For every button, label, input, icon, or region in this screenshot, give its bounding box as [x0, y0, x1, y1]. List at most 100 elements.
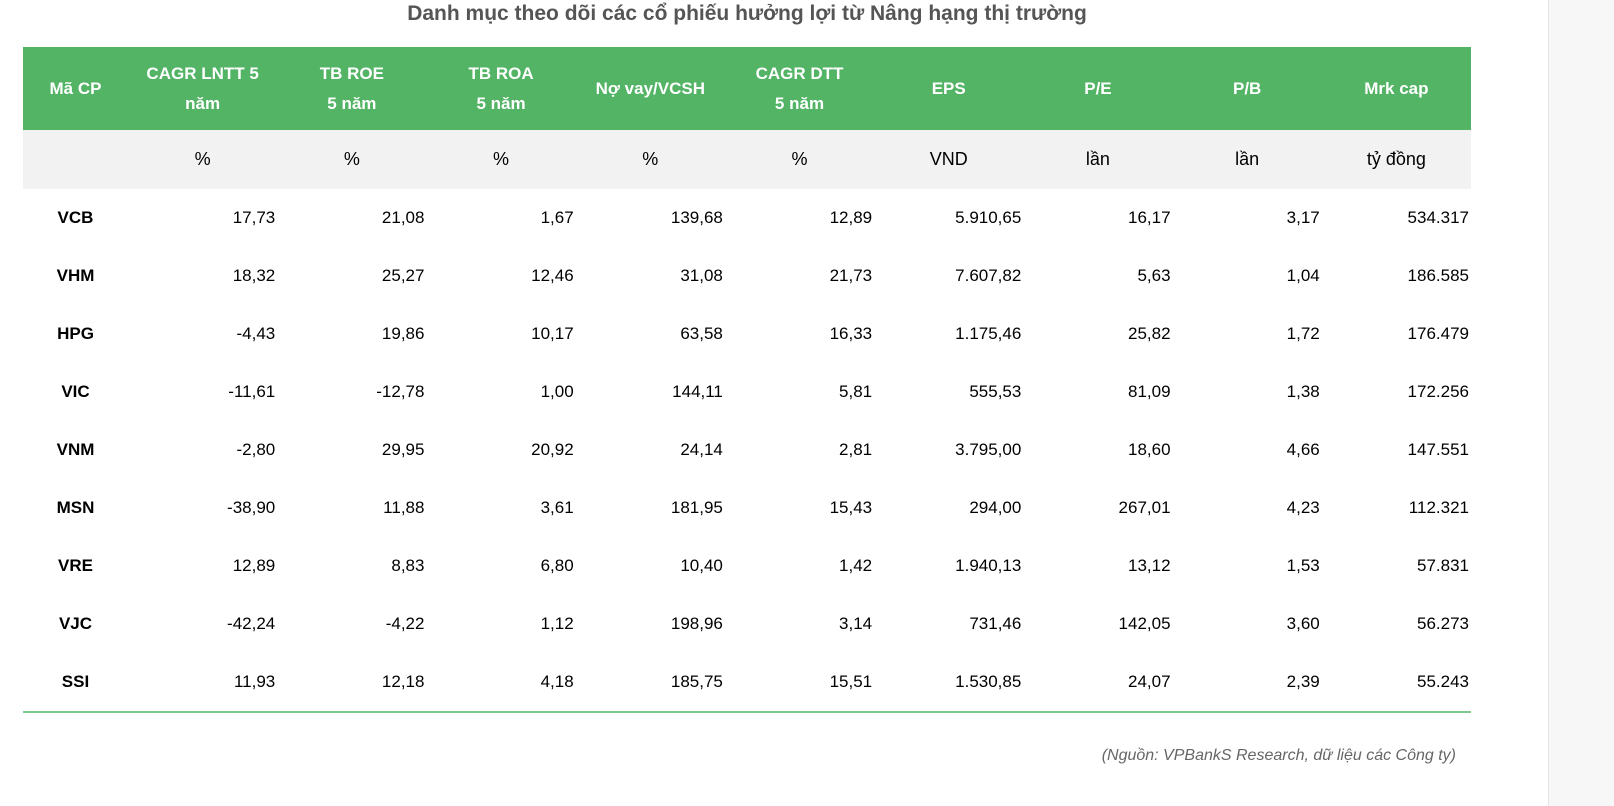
column-header-label: EPS: [931, 78, 966, 98]
table-row: VRE 12,89 8,83 6,80 10,40 1,42 1.940,13 13,12 1,…: [23, 537, 1471, 595]
table-cell: 13,12: [1128, 556, 1171, 575]
table-cell: 21,73: [829, 266, 873, 285]
stock-code: SSI: [23, 653, 129, 713]
table-cell: 12,89: [232, 556, 276, 575]
table-cell: 17,73: [232, 208, 276, 227]
table-cell: 534.317: [1407, 208, 1469, 227]
table-cell: 81,09: [1128, 382, 1171, 401]
table-cell: 4,23: [1286, 498, 1320, 517]
table-cell: 186.585: [1407, 266, 1469, 285]
table-cell: 56.273: [1417, 614, 1469, 633]
column-unit: lần: [1172, 130, 1322, 189]
table-row: SSI 11,93 12,18 4,18 185,75 15,51 1.530,85 24,0…: [23, 653, 1471, 713]
table-cell: 1,00: [540, 382, 574, 401]
table-cell: 2,81: [839, 440, 873, 459]
column-header: Mrk cap: [1321, 47, 1471, 130]
table-cell: 3,14: [839, 614, 873, 633]
table-cell: 3,60: [1286, 614, 1320, 633]
table-cell: 31,08: [680, 266, 723, 285]
table-cell: 1,72: [1286, 324, 1320, 343]
column-header-label: Mrk cap: [1364, 78, 1429, 98]
table-cell: 7.607,82: [955, 266, 1022, 285]
table-cell: -12,78: [376, 382, 425, 401]
table-cell: 20,92: [531, 440, 574, 459]
table-cell: 5.910,65: [955, 208, 1022, 227]
table-cell: 15,51: [724, 653, 875, 713]
table-cell: 112.321: [1408, 498, 1469, 517]
table-cell: 24,07: [1023, 653, 1173, 713]
table-cell: 198,96: [670, 614, 723, 633]
stock-code: VHM: [56, 266, 95, 285]
table-cell: 1,12: [540, 614, 574, 633]
stock-code: VJC: [58, 614, 93, 633]
header-row: Mã CP CAGR LNTT 5 năm TB ROE 5 năm TB ROA 5 nă…: [23, 47, 1471, 130]
column-unit: %: [724, 130, 875, 189]
table-cell: 11,93: [128, 653, 278, 713]
table-row: MSN -38,90 11,88 3,61 181,95 15,43 294,00 267,0…: [23, 479, 1471, 537]
column-unit: tỷ đồng: [1321, 130, 1471, 189]
table-cell: 731,46: [969, 614, 1022, 633]
table-cell: -11,61: [228, 382, 276, 401]
column-header-label: CAGR DTT: [755, 63, 844, 83]
table-cell: 12,18: [277, 653, 427, 713]
table-cell: 10,17: [531, 324, 574, 343]
table-cell: -2,80: [236, 440, 276, 459]
table-cell: 1,04: [1286, 266, 1320, 285]
column-header-label: P/B: [1232, 78, 1262, 98]
table-cell: 3.795,00: [955, 440, 1022, 459]
table-cell: 3,61: [540, 498, 574, 517]
table-cell: 18,32: [232, 266, 276, 285]
stock-code: MSN: [56, 498, 95, 517]
column-unit: %: [426, 130, 576, 189]
table-cell: 16,17: [1128, 208, 1171, 227]
column-unit: VND: [874, 130, 1024, 189]
table-cell: 5,81: [839, 382, 873, 401]
scrollbar[interactable]: [1548, 0, 1614, 806]
table-row: VJC -42,24 -4,22 1,12 198,96 3,14 731,46 142,05…: [23, 595, 1471, 653]
table-cell: 1,67: [540, 208, 574, 227]
column-unit: %: [277, 130, 427, 189]
stock-code: VRE: [58, 556, 93, 575]
table-title: Danh mục theo dõi các cổ phiếu hưởng lợi…: [407, 2, 1087, 25]
column-header: Nợ vay/VCSH: [575, 47, 725, 130]
table-cell: 25,27: [381, 266, 425, 285]
table-cell: 18,60: [1128, 440, 1171, 459]
table-cell: 4,66: [1286, 440, 1320, 459]
column-header-label: Nợ vay/VCSH: [595, 78, 705, 98]
source-note: (Nguồn: VPBankS Research, dữ liệu các Cô…: [1101, 747, 1456, 764]
table-cell: 1,38: [1286, 382, 1320, 401]
table-cell: 144,11: [672, 382, 723, 401]
table-row: VHM 18,32 25,27 12,46 31,08 21,73 7.607,82 5,63…: [23, 247, 1471, 305]
table-row: HPG -4,43 19,86 10,17 63,58 16,33 1.175,46 25,8…: [23, 305, 1471, 363]
table-cell: 15,43: [829, 498, 873, 517]
table-cell: 21,08: [381, 208, 425, 227]
stock-code: VIC: [61, 382, 90, 401]
stock-code: VNM: [56, 440, 95, 459]
table-cell: 139,68: [670, 208, 723, 227]
table-cell: 181,95: [670, 498, 723, 517]
column-unit: lần: [1023, 130, 1173, 189]
table-cell: 12,46: [531, 266, 574, 285]
table-cell: -4,43: [236, 324, 276, 343]
column-header-label-line2: 5 năm: [476, 93, 526, 113]
column-header-label: CAGR LNTT 5: [146, 63, 259, 83]
column-header: CAGR DTT 5 năm: [724, 47, 875, 130]
table-cell: 1.940,13: [955, 556, 1022, 575]
table-cell: 1.175,46: [955, 324, 1022, 343]
table-cell: 8,83: [391, 556, 425, 575]
column-header-label: TB ROE: [319, 63, 384, 83]
table-cell: -38,90: [227, 498, 276, 517]
table-cell: 10,40: [680, 556, 723, 575]
column-unit: [23, 130, 129, 189]
table-row: VCB 17,73 21,08 1,67 139,68 12,89 5.910,65 16,1…: [23, 189, 1471, 247]
table-cell: 4,18: [426, 653, 576, 713]
table-cell: 19,86: [381, 324, 425, 343]
table-cell: 55.243: [1321, 653, 1471, 713]
table-cell: 176.479: [1407, 324, 1469, 343]
table-cell: 29,95: [381, 440, 425, 459]
table-cell: 142,05: [1118, 614, 1171, 633]
table-cell: 294,00: [969, 498, 1022, 517]
table-cell: 1,53: [1286, 556, 1320, 575]
stock-code: HPG: [57, 324, 94, 343]
table-cell: 555,53: [969, 382, 1022, 401]
